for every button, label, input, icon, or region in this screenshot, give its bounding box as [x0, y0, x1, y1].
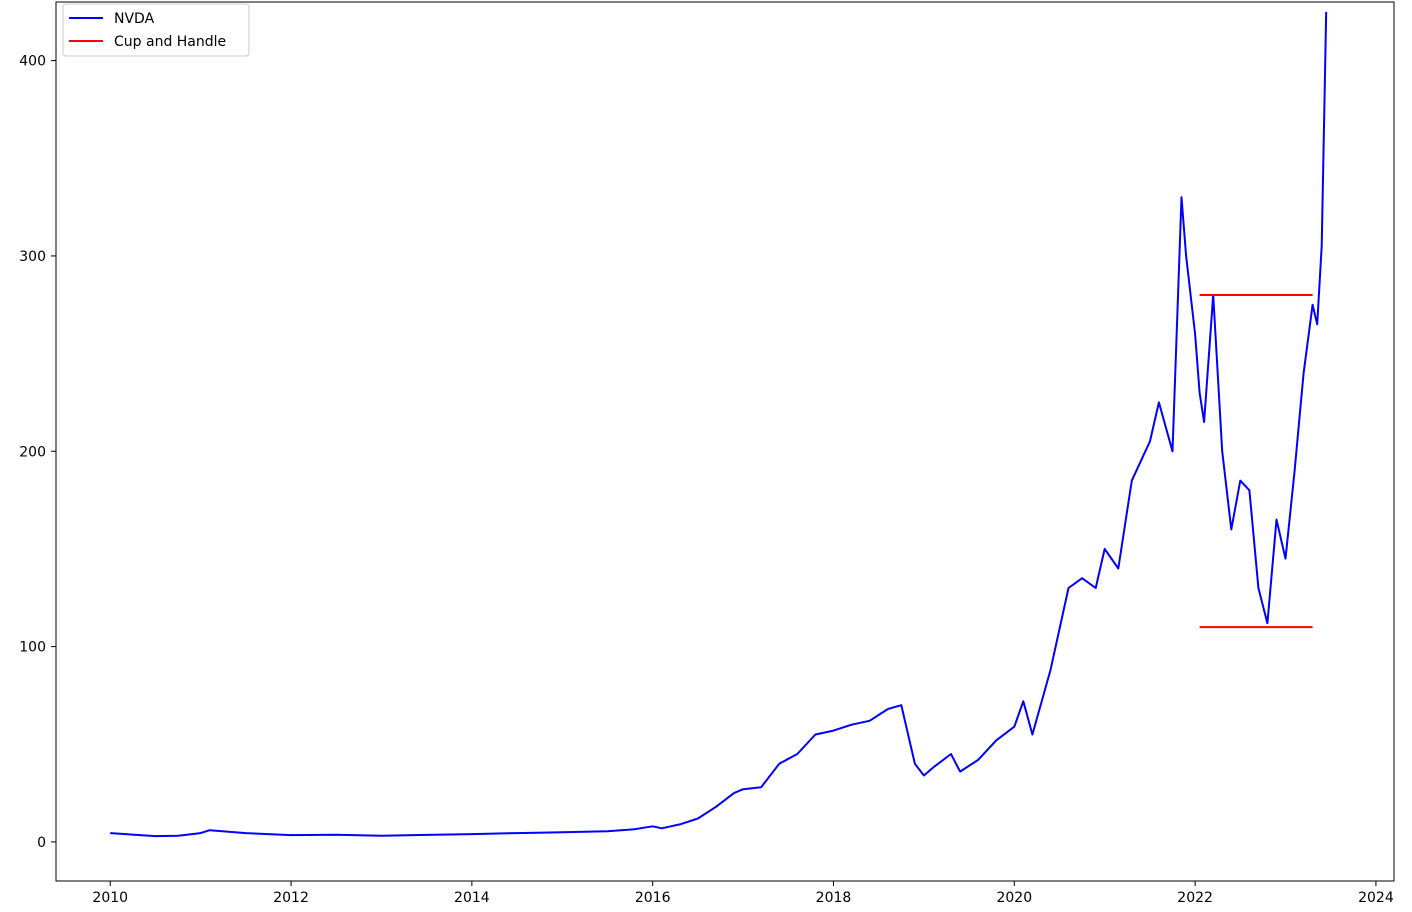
- legend: NVDA Cup and Handle: [62, 3, 250, 57]
- legend-label-nvda: NVDA: [114, 11, 155, 27]
- x-tick-label: 2022: [1177, 890, 1213, 906]
- series-layer: [110, 11, 1328, 838]
- x-tick-label: 2014: [454, 890, 490, 906]
- x-tick-label: 2016: [635, 890, 671, 906]
- y-tick-label: 400: [19, 54, 46, 70]
- nvda-price-line: [110, 11, 1328, 838]
- x-tick-label: 2024: [1358, 890, 1394, 906]
- x-tick-label: 2020: [996, 890, 1032, 906]
- plot-frame: [55, 1, 1395, 882]
- y-tick-label: 100: [19, 640, 46, 656]
- legend-box: [62, 3, 250, 57]
- axis-layer: 2010 2012 2014 2016 2018 2020 2022 2024 0 100 200 3…: [19, 54, 1394, 906]
- y-tick-label: 300: [19, 249, 46, 265]
- x-tick-label: 2018: [816, 890, 852, 906]
- y-tick-label: 200: [19, 444, 46, 460]
- x-tick-label: 2010: [92, 890, 128, 906]
- x-tick-label: 2012: [273, 890, 309, 906]
- legend-label-cup-and-handle: Cup and Handle: [114, 34, 226, 50]
- y-tick-label: 0: [37, 835, 46, 851]
